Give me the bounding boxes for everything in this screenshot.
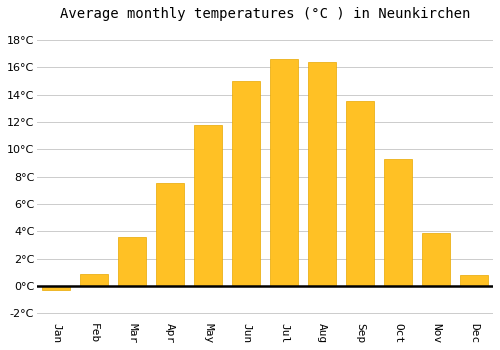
Title: Average monthly temperatures (°C ) in Neunkirchen: Average monthly temperatures (°C ) in Ne…: [60, 7, 470, 21]
Bar: [422, 233, 450, 286]
Bar: [42, 286, 70, 290]
Bar: [346, 102, 374, 286]
Bar: [232, 81, 260, 286]
Bar: [156, 183, 184, 286]
Bar: [118, 237, 146, 286]
Bar: [384, 159, 412, 286]
Bar: [308, 62, 336, 286]
Bar: [80, 274, 108, 286]
Bar: [270, 59, 298, 286]
Bar: [460, 275, 488, 286]
Bar: [194, 125, 222, 286]
